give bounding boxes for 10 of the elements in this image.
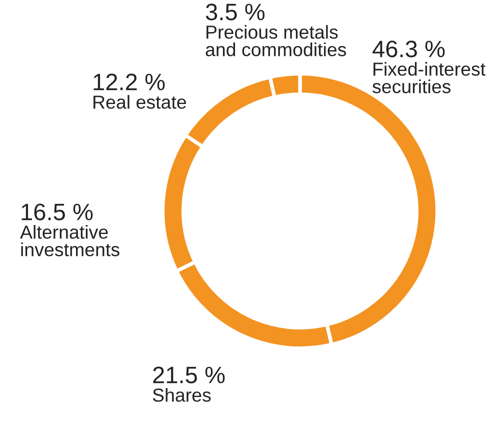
slice-label: Precious metals and commodities [206, 25, 346, 56]
slice-label: Shares [152, 388, 211, 402]
data-label: 21.5 % [153, 366, 225, 384]
data-label: 12.2 % [94, 74, 165, 90]
slice-label: Real estate [94, 95, 186, 109]
data-label: 3.5 % [206, 4, 265, 20]
data-label: 46.3 % [372, 40, 445, 58]
slice-label: Fixed-interest securities [372, 62, 486, 94]
data-label: 16.5 % [22, 204, 93, 220]
slice-label: Alternative investments [20, 225, 120, 256]
